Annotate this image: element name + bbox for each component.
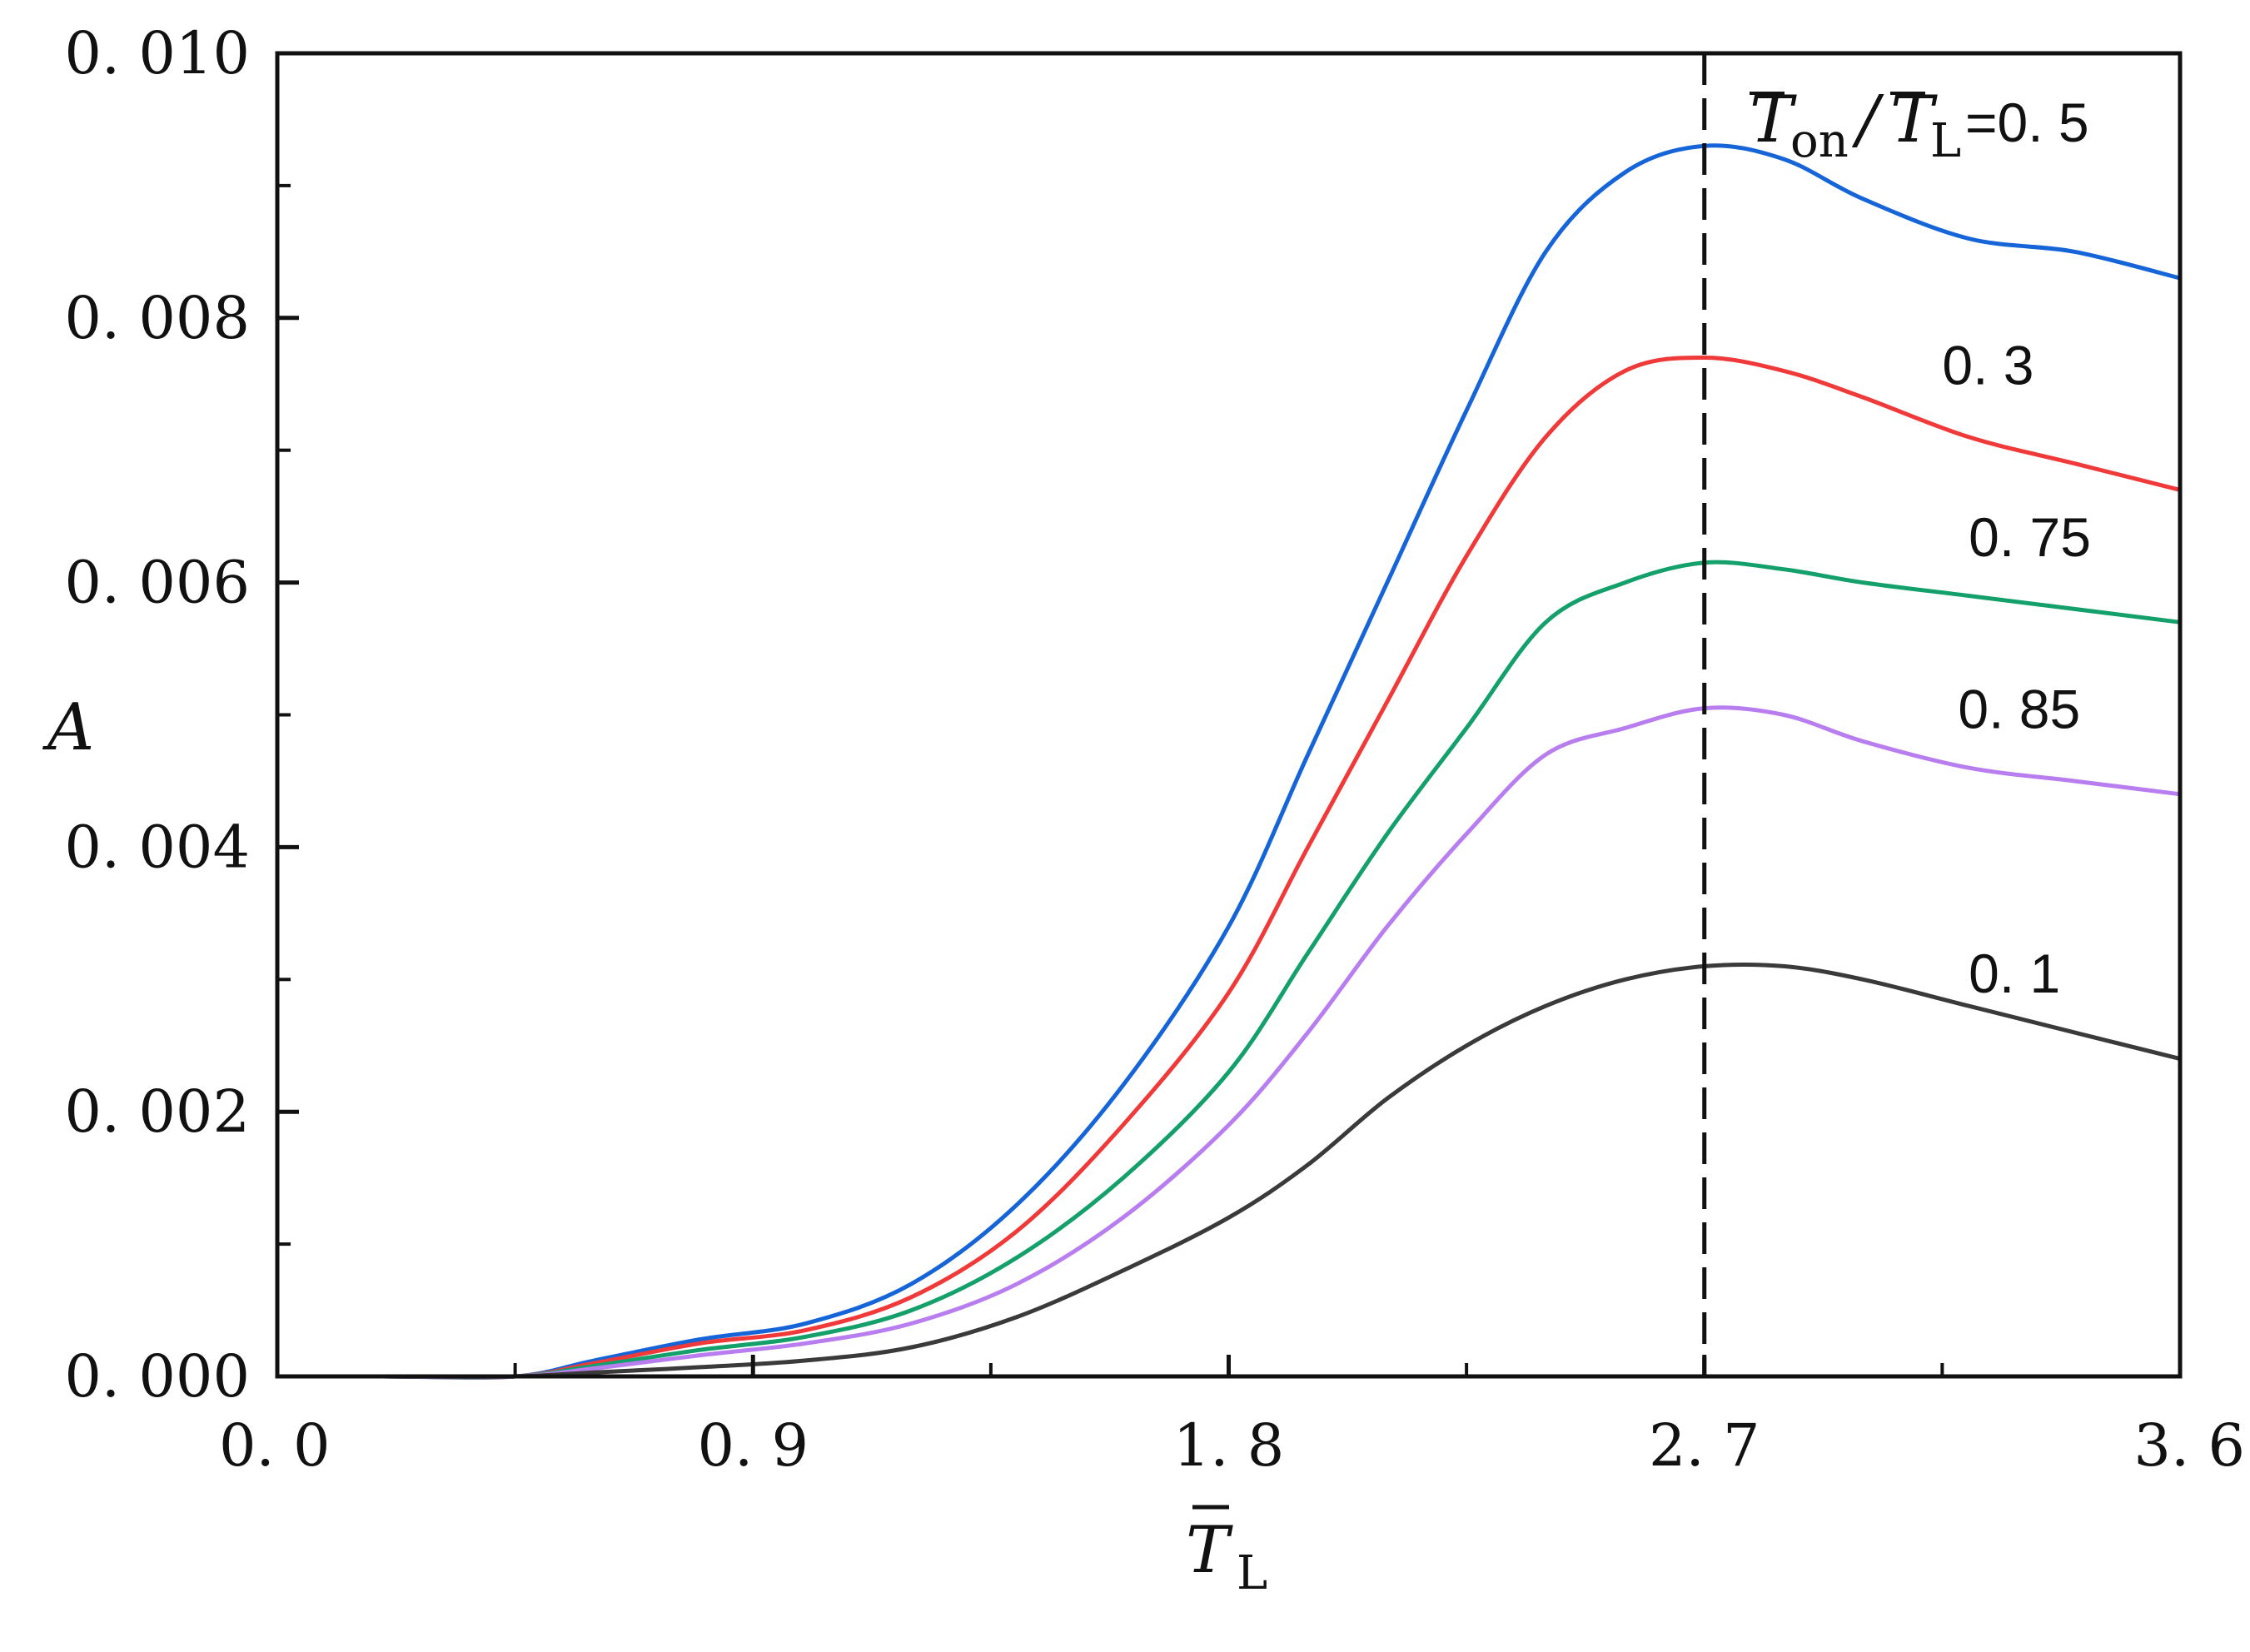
y-axis-title: A <box>42 690 94 765</box>
y-tick-label: 0. 010 <box>64 19 250 87</box>
legend-header-s1: on <box>1790 114 1849 168</box>
y-tick-label: 0. 006 <box>64 549 250 617</box>
y-tick-label: 0. 008 <box>64 284 250 352</box>
x-tick-label: 1. 8 <box>1173 1411 1285 1480</box>
x-tick-label: 0. 9 <box>697 1411 809 1480</box>
x-tick-label: 3. 6 <box>2133 1411 2245 1480</box>
series-line-0-1 <box>277 962 2181 1379</box>
series-line-0-85 <box>277 705 2181 1380</box>
legend-header-s2: L <box>1930 114 1961 168</box>
series-label-0-3: 0. 3 <box>1942 334 2033 396</box>
series-line-0-5 <box>277 143 2181 1380</box>
legend-header-t1: T <box>1750 82 1797 157</box>
x-axis-title: T L <box>1186 1505 1267 1600</box>
series-label-0-75: 0. 75 <box>1969 506 2091 568</box>
x-tick-label: 2. 7 <box>1649 1411 1760 1480</box>
series-label-0-1: 0. 1 <box>1969 943 2060 1004</box>
x-axis-title-main: T <box>1186 1513 1233 1588</box>
x-axis-title-sub: L <box>1237 1546 1267 1600</box>
series-layer <box>277 143 2181 1380</box>
legend-header-t2: T <box>1890 82 1938 157</box>
tick-layer <box>275 51 2183 1379</box>
series-label-0-85: 0. 85 <box>1958 678 2080 739</box>
y-tick-label: 0. 002 <box>64 1077 250 1146</box>
y-tick-label: 0. 004 <box>64 813 250 881</box>
series-line-0-75 <box>277 560 2181 1380</box>
label-layer: 0. 0 0. 9 1. 8 2. 7 3. 6 0. 000 0. 002 0. 004 0.… <box>64 19 2245 1480</box>
series-line-0-3 <box>277 356 2181 1380</box>
legend-header: T on / T L =0. 5 <box>1750 82 2089 168</box>
y-tick-label: 0. 000 <box>64 1342 250 1411</box>
legend-header-value: =0. 5 <box>1965 92 2089 153</box>
x-tick-label: 0. 0 <box>219 1411 331 1480</box>
